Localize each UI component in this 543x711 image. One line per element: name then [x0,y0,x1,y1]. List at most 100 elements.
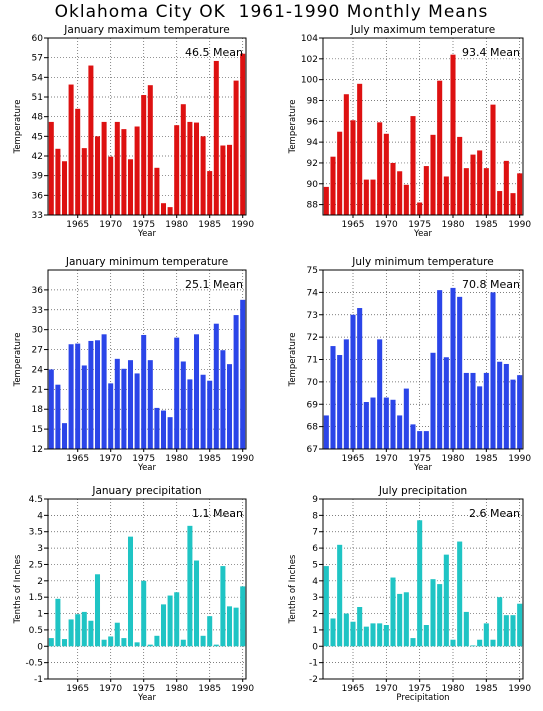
bar-1982 [463,168,469,215]
y-tick-label: 69 [307,400,319,410]
y-tick-label: 21 [32,385,43,395]
x-tick-label: 1985 [475,454,498,464]
plot-frame [322,37,524,216]
y-tick-label: -1 [309,659,318,669]
bar-1964 [68,344,74,449]
x-tick-label: 1965 [66,220,89,230]
bar-1989 [510,193,516,215]
y-tick-label: 24 [32,365,44,375]
bar-1968 [370,623,376,647]
chart-title: January minimum temperature [65,256,228,268]
y-tick-label: 75 [307,266,318,276]
bar-1967 [88,65,94,216]
bar-1964 [343,339,349,449]
bar-1989 [510,615,516,647]
x-tick-label: 1980 [442,454,465,464]
bar-1974 [134,373,140,449]
bar-1973 [127,360,134,449]
bar-1978 [160,604,167,647]
x-axis-label: Year [137,463,157,473]
bar-1989 [233,315,239,449]
bar-1961 [323,186,329,215]
bar-1967 [363,179,369,215]
bar-1966 [357,607,363,647]
bar-1987 [220,145,226,215]
bar-1972 [397,171,403,215]
mean-label: 46.5 Mean [185,46,243,59]
bar-1978 [437,584,443,647]
y-tick-label: 2 [37,577,43,587]
y-tick-label: 104 [301,34,318,44]
bar-1965 [350,120,356,215]
y-tick-label: 73 [307,311,318,321]
x-tick-label: 1965 [342,684,365,694]
bar-1972 [397,415,403,449]
bar-1979 [443,554,449,647]
y-tick-label: 1 [312,626,318,636]
y-tick-label: 57 [32,54,43,64]
bar-1974 [134,642,140,647]
bar-1984 [477,150,483,215]
y-tick-label: 30 [32,326,44,336]
y-tick-label: 102 [301,55,318,65]
bar-1963 [61,639,68,647]
bar-1962 [55,384,61,449]
bar-1964 [343,94,349,215]
bar-1987 [220,350,226,449]
y-axis-label: Tenths of Inches [13,554,23,624]
bar-1974 [410,638,416,647]
bar-1970 [383,625,389,647]
y-tick-label: 0 [312,642,318,652]
bar-1966 [357,83,363,215]
mean-label: 1.1 Mean [192,507,243,520]
bar-1963 [337,544,343,647]
bar-1980 [450,639,456,647]
mean-label: 25.1 Mean [185,278,243,291]
x-tick-label: 1985 [198,684,221,694]
bar-1968 [94,574,101,647]
chart-title: January precipitation [91,485,201,497]
bar-1982 [187,525,193,647]
x-tick-label: 1975 [132,454,155,464]
x-tick-label: 1970 [99,684,122,694]
x-tick-label: 1975 [408,454,431,464]
x-axis-label: Year [413,229,433,239]
bar-1988 [503,160,509,215]
x-tick-label: 1975 [132,220,155,230]
y-tick-label: 71 [307,356,318,366]
y-tick-label: 42 [32,152,43,162]
bar-1973 [127,536,134,647]
bar-1984 [477,639,483,647]
bar-1966 [81,365,87,449]
bar-1976 [147,360,153,449]
bar-1972 [397,593,403,647]
y-tick-label: 33 [32,211,43,221]
bar-1984 [200,635,206,647]
bar-1973 [403,592,409,647]
bar-1970 [108,383,114,449]
bar-1965 [75,343,81,449]
x-tick-label: 1970 [375,454,398,464]
bar-1962 [55,598,61,647]
x-tick-label: 1970 [375,684,398,694]
y-tick-label: 0 [37,642,43,652]
bar-1981 [457,136,463,215]
y-tick-label: -1 [34,675,43,685]
bar-1972 [121,129,127,215]
bar-1983 [193,560,200,647]
bar-1975 [141,334,147,449]
bar-1965 [350,621,356,647]
bar-1971 [390,577,396,647]
bar-1977 [154,167,160,215]
bar-1963 [61,161,68,215]
bar-1973 [403,388,409,449]
bar-1961 [323,415,329,449]
bar-1983 [470,372,476,449]
x-tick-label: 1980 [165,684,188,694]
y-tick-label: 7 [312,528,318,538]
x-axis-label: Precipitation [396,693,449,703]
